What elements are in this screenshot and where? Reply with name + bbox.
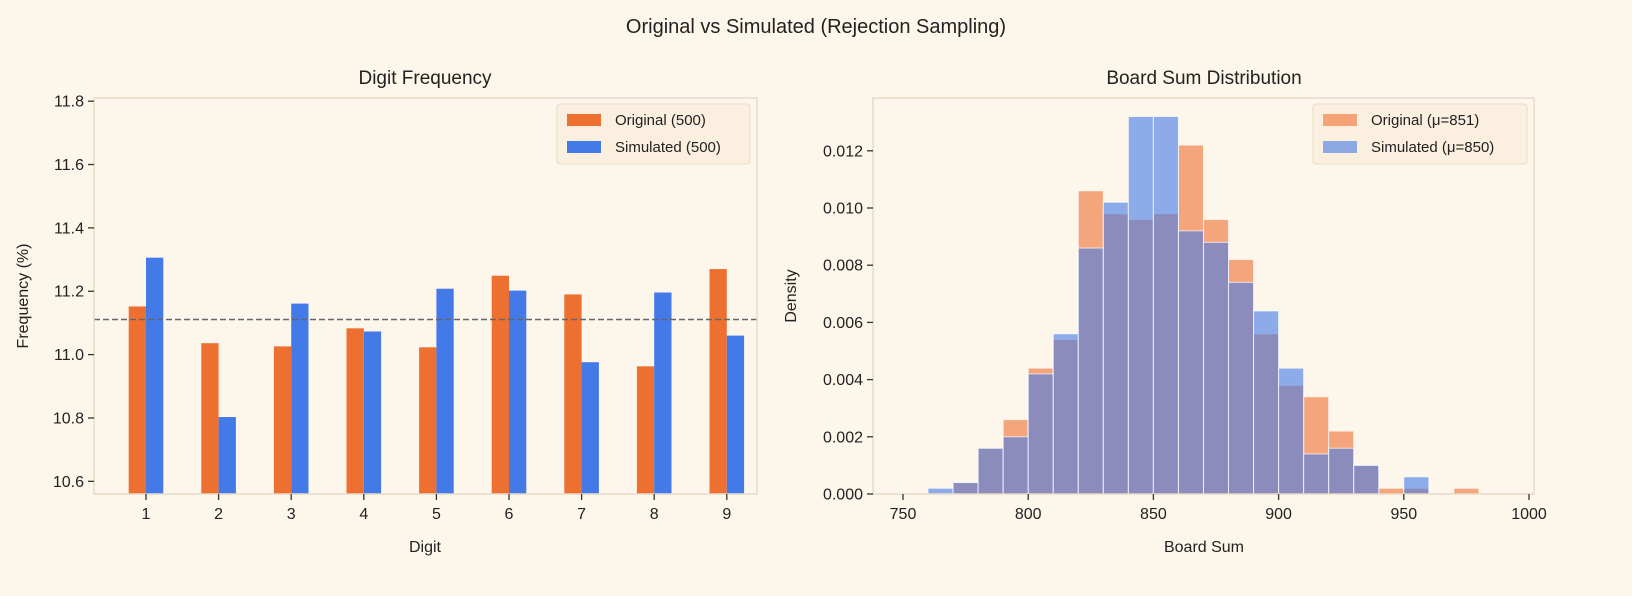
legend-label-original: Original (500)	[615, 112, 706, 129]
y-tick-label: 0.012	[823, 143, 863, 160]
hist-bar-simulated	[1102, 201, 1129, 495]
bar-original	[709, 269, 727, 494]
y-tick-label: 11.4	[54, 220, 84, 237]
legend-swatch-original	[567, 114, 601, 126]
bar-original	[346, 328, 364, 494]
y-tick-label: 11.6	[54, 157, 84, 174]
bar-original	[201, 343, 219, 494]
right-axes-frame	[872, 97, 1535, 495]
right-y-label: Density	[783, 269, 800, 322]
bar-simulated	[146, 257, 164, 494]
bar-simulated	[654, 292, 672, 494]
bar-simulated	[581, 362, 599, 494]
legend-swatch-simulated	[567, 141, 601, 153]
board-sum-chart: Board Sum Distribution 0.0000.0020.0040.…	[783, 68, 1547, 556]
hist-bar-simulated	[1002, 436, 1029, 495]
bar-simulated	[509, 290, 527, 494]
left-axes-frame	[93, 97, 758, 495]
bar-simulated	[363, 331, 382, 494]
bar-simulated	[218, 417, 236, 494]
right-bars	[927, 115, 1480, 495]
x-tick-label: 4	[359, 506, 368, 523]
left-axes: 10.6 10.8 11.0 11.2 11.4 11.6 11.8 1 2 3 4 5 6 7 8 9	[53, 94, 758, 523]
left-bars	[94, 257, 757, 494]
legend-swatch-simulated	[1323, 141, 1357, 153]
x-tick-label: 5	[432, 506, 441, 523]
x-tick-label: 950	[1390, 506, 1417, 523]
hist-bar-simulated	[1152, 115, 1179, 495]
left-chart-title: Digit Frequency	[358, 68, 492, 89]
hist-bar-simulated	[1253, 310, 1280, 495]
hist-bar-original	[1378, 487, 1405, 495]
hist-bar-simulated	[1403, 476, 1430, 495]
y-tick-label: 0.010	[823, 201, 863, 218]
x-tick-label: 3	[287, 506, 296, 523]
bar-simulated	[436, 288, 454, 494]
x-tick-label: 7	[577, 506, 586, 523]
x-tick-label: 850	[1140, 506, 1167, 523]
bar-simulated	[291, 303, 309, 494]
hist-bar-simulated	[977, 447, 1004, 495]
legend-swatch-original	[1323, 114, 1357, 126]
x-tick-label: 9	[722, 506, 731, 523]
hist-bar-simulated	[1202, 241, 1230, 495]
right-x-label: Board Sum	[1164, 539, 1244, 556]
hist-bar-simulated	[1077, 247, 1104, 495]
right-legend: Original (μ=851) Simulated (μ=850)	[1312, 103, 1528, 165]
hist-bar-original	[1453, 487, 1480, 495]
hist-bar-simulated	[1228, 281, 1255, 495]
x-tick-label: 8	[650, 506, 659, 523]
y-tick-label: 10.6	[53, 474, 84, 491]
left-legend: Original (500) Simulated (500)	[556, 103, 751, 165]
x-tick-label: 1000	[1511, 506, 1547, 523]
digit-frequency-chart: Digit Frequency 10.6 10.8 11.0 11.2 11.4 11.6…	[15, 68, 758, 556]
x-tick-label: 2	[214, 506, 223, 523]
hist-bar-simulated	[952, 482, 979, 495]
bar-original	[491, 275, 509, 494]
y-tick-label: 11.2	[54, 284, 84, 301]
x-tick-label: 1	[142, 506, 151, 523]
x-tick-label: 900	[1265, 506, 1292, 523]
hist-bar-simulated	[1328, 447, 1355, 495]
legend-label-simulated: Simulated (500)	[615, 139, 721, 156]
left-x-label: Digit	[409, 539, 442, 556]
hist-bar-simulated	[1278, 367, 1305, 495]
legend-label-original: Original (μ=851)	[1371, 112, 1479, 129]
bar-simulated	[726, 335, 745, 494]
bar-original	[273, 346, 292, 494]
legend-label-simulated: Simulated (μ=850)	[1371, 139, 1494, 156]
hist-bar-simulated	[1027, 373, 1054, 495]
x-tick-label: 800	[1015, 506, 1042, 523]
bar-original	[419, 347, 437, 494]
hist-bar-simulated	[1177, 230, 1204, 495]
y-tick-label: 11.8	[54, 94, 84, 111]
y-tick-label: 10.8	[53, 410, 84, 427]
bar-original	[128, 306, 146, 494]
y-tick-label: 0.004	[823, 372, 863, 389]
right-chart-title: Board Sum Distribution	[1106, 68, 1301, 89]
hist-bar-simulated	[927, 487, 954, 495]
y-tick-label: 0.008	[823, 258, 863, 275]
left-y-label: Frequency (%)	[15, 244, 32, 349]
bar-original	[564, 294, 582, 494]
y-tick-label: 0.000	[823, 487, 863, 504]
x-tick-label: 6	[505, 506, 514, 523]
right-axes: 0.000 0.002 0.004 0.006 0.008 0.010 0.012 750 80…	[823, 97, 1547, 523]
hist-bar-simulated	[1127, 115, 1154, 495]
y-tick-label: 0.002	[823, 429, 863, 446]
hist-bar-simulated	[1052, 333, 1079, 495]
figure-suptitle: Original vs Simulated (Rejection Samplin…	[626, 16, 1006, 38]
y-tick-label: 11.0	[54, 347, 84, 364]
bar-original	[636, 366, 655, 494]
hist-bar-simulated	[1303, 453, 1330, 495]
x-tick-label: 750	[890, 506, 917, 523]
y-tick-label: 0.006	[823, 315, 863, 332]
hist-bar-simulated	[1353, 464, 1380, 495]
